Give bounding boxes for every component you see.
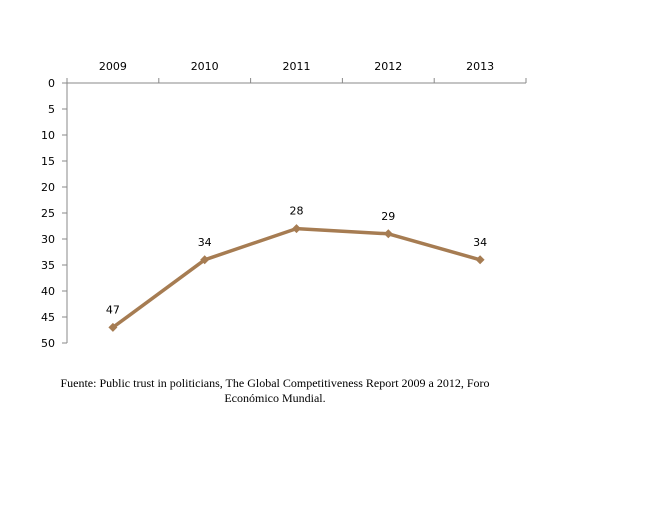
y-tick-label: 50 — [41, 337, 55, 350]
data-point-marker — [108, 322, 118, 332]
x-tick-label: 2011 — [283, 60, 311, 73]
y-tick-label: 0 — [48, 77, 55, 90]
y-tick-label: 35 — [41, 259, 55, 272]
data-point-marker — [383, 229, 393, 239]
x-tick-label: 2010 — [191, 60, 219, 73]
data-labels: 47 34 28 29 34 — [106, 205, 487, 317]
data-label: 29 — [381, 210, 395, 223]
data-point-marker — [292, 224, 301, 234]
y-tick-label: 40 — [41, 285, 55, 298]
x-tick-label: 2013 — [466, 60, 494, 73]
y-tick-label: 30 — [41, 233, 55, 246]
y-tick-label: 20 — [41, 181, 55, 194]
x-tick-label: 2009 — [99, 60, 127, 73]
data-point-marker — [475, 255, 485, 265]
y-tick-label: 15 — [41, 155, 55, 168]
data-label: 34 — [198, 236, 212, 249]
data-label: 28 — [290, 205, 304, 218]
x-axis-ticks: 2009 2010 2011 2012 2013 — [66, 60, 527, 83]
y-axis-ticks: 0 5 10 15 20 25 30 35 40 45 50 — [41, 77, 67, 350]
x-tick-label: 2012 — [374, 60, 402, 73]
y-tick-label: 5 — [48, 103, 55, 116]
source-note: Fuente: Public trust in politicians, The… — [60, 376, 490, 405]
data-point-marker — [200, 255, 210, 265]
y-tick-label: 10 — [41, 129, 55, 142]
series-group — [108, 224, 485, 332]
y-tick-label: 25 — [41, 207, 55, 220]
y-tick-label: 45 — [41, 311, 55, 324]
data-label: 47 — [106, 303, 120, 316]
data-label: 34 — [473, 236, 487, 249]
series-line — [111, 226, 481, 329]
